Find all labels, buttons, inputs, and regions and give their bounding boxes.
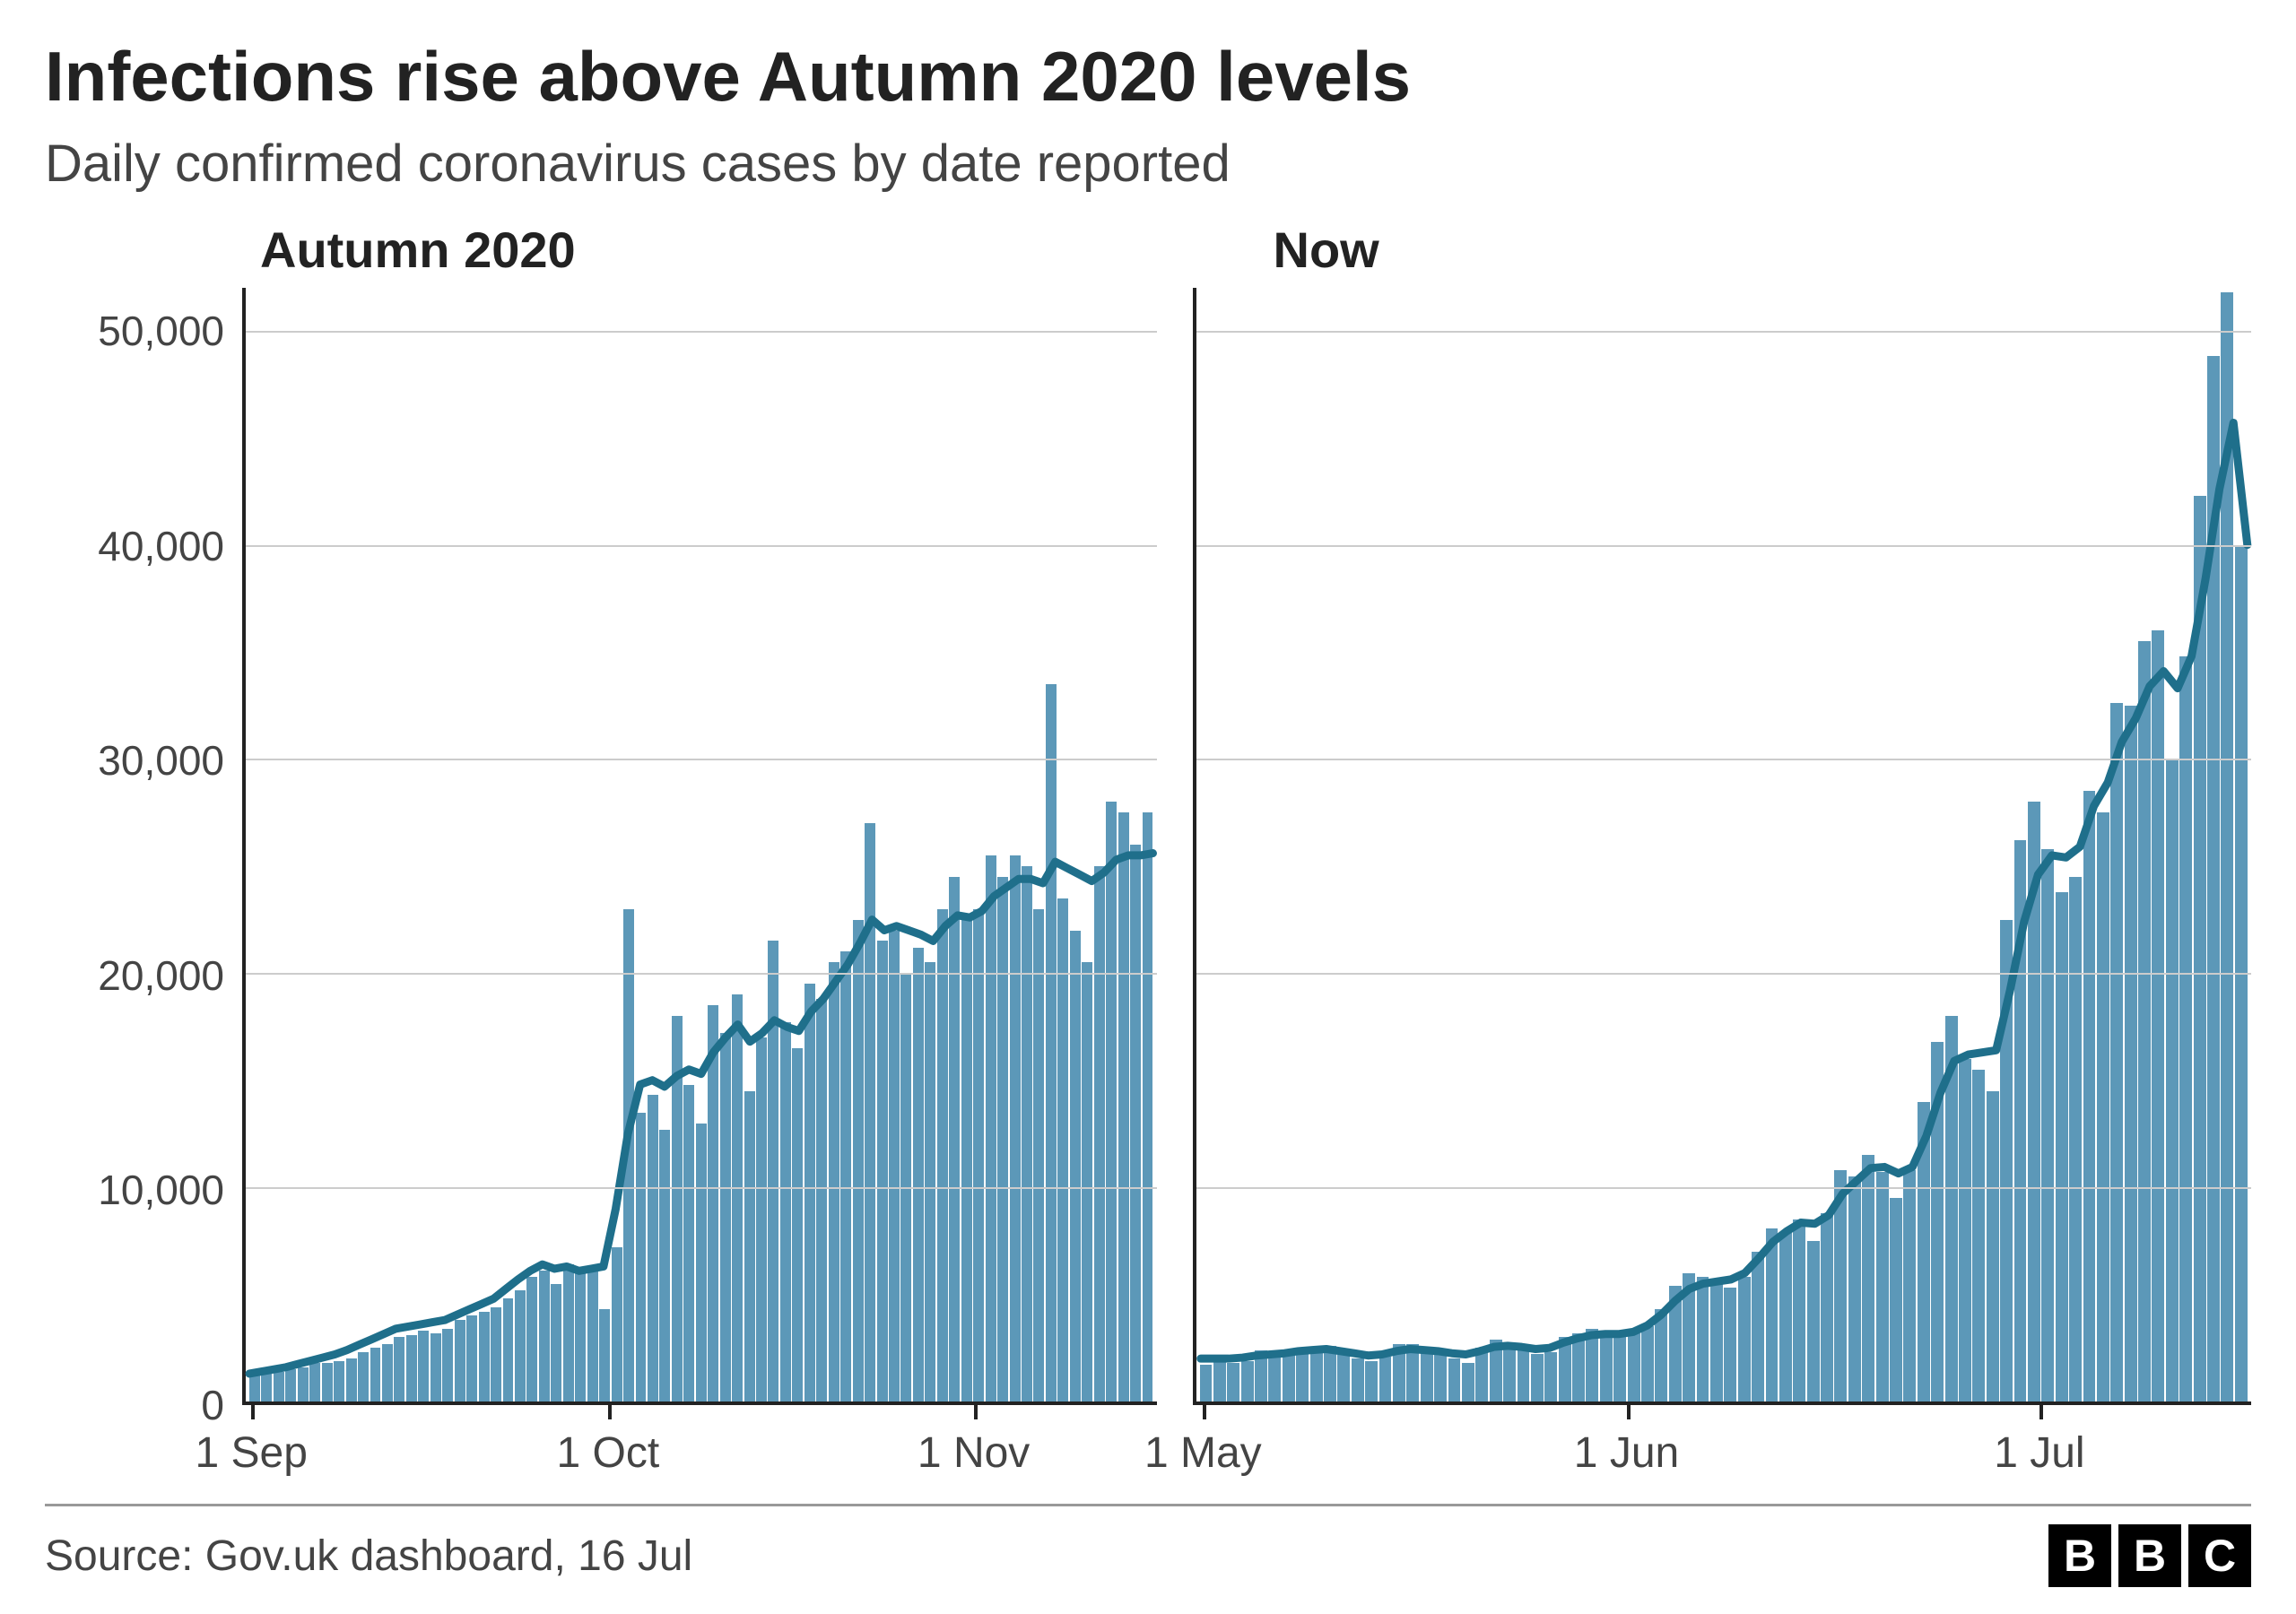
y-tick-label: 10,000: [98, 1166, 224, 1214]
x-tick-mark: [1627, 1401, 1631, 1419]
gridline: [1196, 331, 2251, 333]
x-tick-label: 1 Jun: [1574, 1428, 1679, 1478]
gridline: [1196, 545, 2251, 547]
x-tick-label: 1 Nov: [918, 1428, 1030, 1478]
y-axis: 010,00020,00030,00040,00050,000: [45, 288, 242, 1405]
x-tick-label: 1 Sep: [195, 1428, 307, 1478]
y-tick-label: 0: [201, 1381, 224, 1429]
footer: Source: Gov.uk dashboard, 16 Jul B B C: [45, 1504, 2251, 1587]
chart-title: Infections rise above Autumn 2020 levels: [45, 36, 2251, 117]
bbc-logo-b1: B: [2048, 1524, 2111, 1587]
plot-right: [1193, 288, 2251, 1405]
source-text: Source: Gov.uk dashboard, 16 Jul: [45, 1532, 692, 1581]
gridline: [1196, 1187, 2251, 1189]
gridline: [246, 759, 1157, 760]
gridline: [246, 545, 1157, 547]
panel-label-left: Autumn 2020: [260, 221, 1157, 279]
x-axis-right: 1 May1 Jun1 Jul: [1193, 1405, 2251, 1486]
panel-autumn-2020: Autumn 2020 0 10,000 20,000 30,000 40,000 50,…: [45, 221, 1157, 1486]
panel-now: Now 1 May1 Jun1 Jul: [1193, 221, 2251, 1486]
y-tick-label: 30,000: [98, 736, 224, 785]
trend-line-right: [1196, 288, 2251, 1401]
x-tick-label: 1 Jul: [1994, 1428, 2084, 1478]
chart-area-left: 010,00020,00030,00040,00050,000: [45, 288, 1157, 1405]
x-tick-mark: [2039, 1401, 2043, 1419]
gridline: [1196, 973, 2251, 975]
x-axis-left: 1 Sep1 Oct1 Nov: [242, 1405, 1157, 1486]
gridline: [1196, 759, 2251, 760]
charts-container: Autumn 2020 0 10,000 20,000 30,000 40,000 50,…: [45, 221, 2251, 1486]
x-tick-mark: [1203, 1401, 1206, 1419]
y-tick-label: 20,000: [98, 951, 224, 1000]
bbc-logo-c: C: [2188, 1524, 2251, 1587]
x-tick-mark: [974, 1401, 978, 1419]
x-tick-mark: [251, 1401, 255, 1419]
chart-subtitle: Daily confirmed coronavirus cases by dat…: [45, 134, 2251, 194]
trend-line-left: [246, 288, 1157, 1401]
gridline: [246, 1187, 1157, 1189]
chart-area-right: [1193, 288, 2251, 1405]
plot-left: [242, 288, 1157, 1405]
gridline: [246, 331, 1157, 333]
bbc-logo: B B C: [2048, 1524, 2251, 1587]
x-tick-label: 1 May: [1144, 1428, 1262, 1478]
gridline: [246, 973, 1157, 975]
y-tick-label: 40,000: [98, 522, 224, 570]
panel-label-right: Now: [1274, 221, 2251, 279]
bbc-logo-b2: B: [2118, 1524, 2181, 1587]
x-tick-mark: [608, 1401, 612, 1419]
y-tick-label: 50,000: [98, 307, 224, 355]
x-tick-label: 1 Oct: [556, 1428, 659, 1478]
